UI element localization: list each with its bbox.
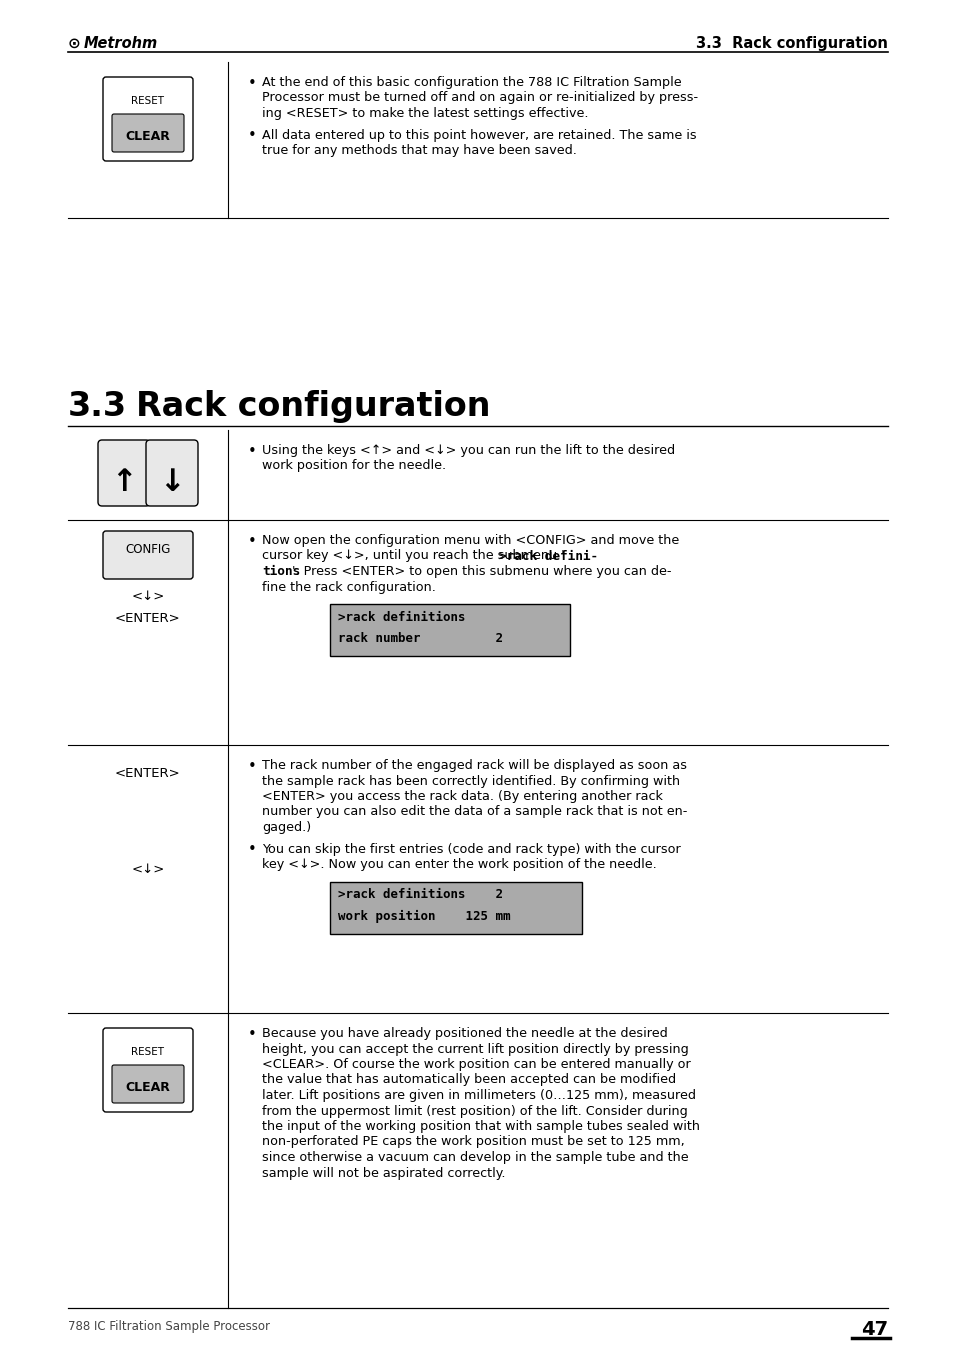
- FancyBboxPatch shape: [146, 440, 198, 507]
- Text: key <↓>. Now you can enter the work position of the needle.: key <↓>. Now you can enter the work posi…: [262, 858, 656, 871]
- Text: <ENTER> you access the rack data. (By entering another rack: <ENTER> you access the rack data. (By en…: [262, 790, 662, 802]
- Text: number you can also edit the data of a sample rack that is not en-: number you can also edit the data of a s…: [262, 805, 687, 819]
- Text: Metrohm: Metrohm: [84, 36, 158, 51]
- Text: from the uppermost limit (rest position) of the lift. Consider during: from the uppermost limit (rest position)…: [262, 1105, 687, 1117]
- Text: Now open the configuration menu with <CONFIG> and move the: Now open the configuration menu with <CO…: [262, 534, 679, 547]
- Text: work position for the needle.: work position for the needle.: [262, 459, 446, 473]
- Text: cursor key <↓>, until you reach the submenu ': cursor key <↓>, until you reach the subm…: [262, 550, 564, 562]
- Bar: [330, 881, 581, 934]
- Text: •: •: [248, 444, 256, 459]
- FancyBboxPatch shape: [112, 113, 184, 153]
- Text: sample will not be aspirated correctly.: sample will not be aspirated correctly.: [262, 1166, 505, 1179]
- Text: You can skip the first entries (code and rack type) with the cursor: You can skip the first entries (code and…: [262, 843, 680, 855]
- Text: The rack number of the engaged rack will be displayed as soon as: The rack number of the engaged rack will…: [262, 759, 686, 771]
- FancyBboxPatch shape: [98, 440, 150, 507]
- Text: 3.3: 3.3: [68, 390, 127, 423]
- Text: CLEAR: CLEAR: [126, 130, 171, 143]
- Text: •: •: [248, 534, 256, 549]
- Text: 3.3  Rack configuration: 3.3 Rack configuration: [696, 36, 887, 51]
- Text: rack number          2: rack number 2: [337, 632, 502, 644]
- Text: work position    125 mm: work position 125 mm: [337, 909, 510, 923]
- Text: <↓>: <↓>: [132, 863, 165, 875]
- Text: Using the keys <↑> and <↓> you can run the lift to the desired: Using the keys <↑> and <↓> you can run t…: [262, 444, 675, 457]
- Text: RESET: RESET: [132, 96, 164, 105]
- Text: <CLEAR>. Of course the work position can be entered manually or: <CLEAR>. Of course the work position can…: [262, 1058, 690, 1071]
- Text: true for any methods that may have been saved.: true for any methods that may have been …: [262, 145, 577, 157]
- Text: tions: tions: [262, 565, 300, 578]
- Text: RESET: RESET: [132, 1047, 164, 1056]
- Text: CONFIG: CONFIG: [125, 543, 171, 557]
- Text: •: •: [248, 128, 256, 143]
- Text: 788 IC Filtration Sample Processor: 788 IC Filtration Sample Processor: [68, 1320, 270, 1333]
- Text: >rack defini-: >rack defini-: [498, 550, 598, 562]
- Bar: [330, 604, 569, 657]
- Text: All data entered up to this point however, are retained. The same is: All data entered up to this point howeve…: [262, 128, 696, 142]
- Text: ↑: ↑: [112, 467, 136, 497]
- Text: <↓>: <↓>: [132, 590, 165, 603]
- Text: •: •: [248, 759, 256, 774]
- Text: '. Press <ENTER> to open this submenu where you can de-: '. Press <ENTER> to open this submenu wh…: [293, 565, 671, 578]
- FancyBboxPatch shape: [103, 77, 193, 161]
- Text: since otherwise a vacuum can develop in the sample tube and the: since otherwise a vacuum can develop in …: [262, 1151, 688, 1165]
- Text: At the end of this basic configuration the 788 IC Filtration Sample: At the end of this basic configuration t…: [262, 76, 680, 89]
- Text: fine the rack configuration.: fine the rack configuration.: [262, 581, 436, 593]
- Text: ↓: ↓: [159, 467, 185, 497]
- Text: Processor must be turned off and on again or re-initialized by press-: Processor must be turned off and on agai…: [262, 92, 698, 104]
- Text: <ENTER>: <ENTER>: [115, 612, 181, 626]
- Text: ⊙: ⊙: [68, 36, 81, 51]
- Text: gaged.): gaged.): [262, 821, 311, 834]
- FancyBboxPatch shape: [103, 531, 193, 580]
- Text: •: •: [248, 76, 256, 91]
- Text: the value that has automatically been accepted can be modified: the value that has automatically been ac…: [262, 1074, 676, 1086]
- Text: non-perforated PE caps the work position must be set to 125 mm,: non-perforated PE caps the work position…: [262, 1135, 684, 1148]
- Text: •: •: [248, 843, 256, 858]
- Text: >rack definitions    2: >rack definitions 2: [337, 889, 502, 901]
- Text: later. Lift positions are given in millimeters (0…125 mm), measured: later. Lift positions are given in milli…: [262, 1089, 696, 1102]
- Text: the sample rack has been correctly identified. By confirming with: the sample rack has been correctly ident…: [262, 774, 679, 788]
- Text: ing <RESET> to make the latest settings effective.: ing <RESET> to make the latest settings …: [262, 107, 588, 120]
- FancyBboxPatch shape: [103, 1028, 193, 1112]
- Text: the input of the working position that with sample tubes sealed with: the input of the working position that w…: [262, 1120, 700, 1133]
- Text: •: •: [248, 1027, 256, 1042]
- Text: <ENTER>: <ENTER>: [115, 767, 181, 780]
- Text: Because you have already positioned the needle at the desired: Because you have already positioned the …: [262, 1027, 667, 1040]
- Text: CLEAR: CLEAR: [126, 1081, 171, 1094]
- FancyBboxPatch shape: [112, 1065, 184, 1102]
- Text: Rack configuration: Rack configuration: [136, 390, 490, 423]
- Text: 47: 47: [860, 1320, 887, 1339]
- Text: height, you can accept the current lift position directly by pressing: height, you can accept the current lift …: [262, 1043, 688, 1055]
- Text: >rack definitions: >rack definitions: [337, 611, 465, 624]
